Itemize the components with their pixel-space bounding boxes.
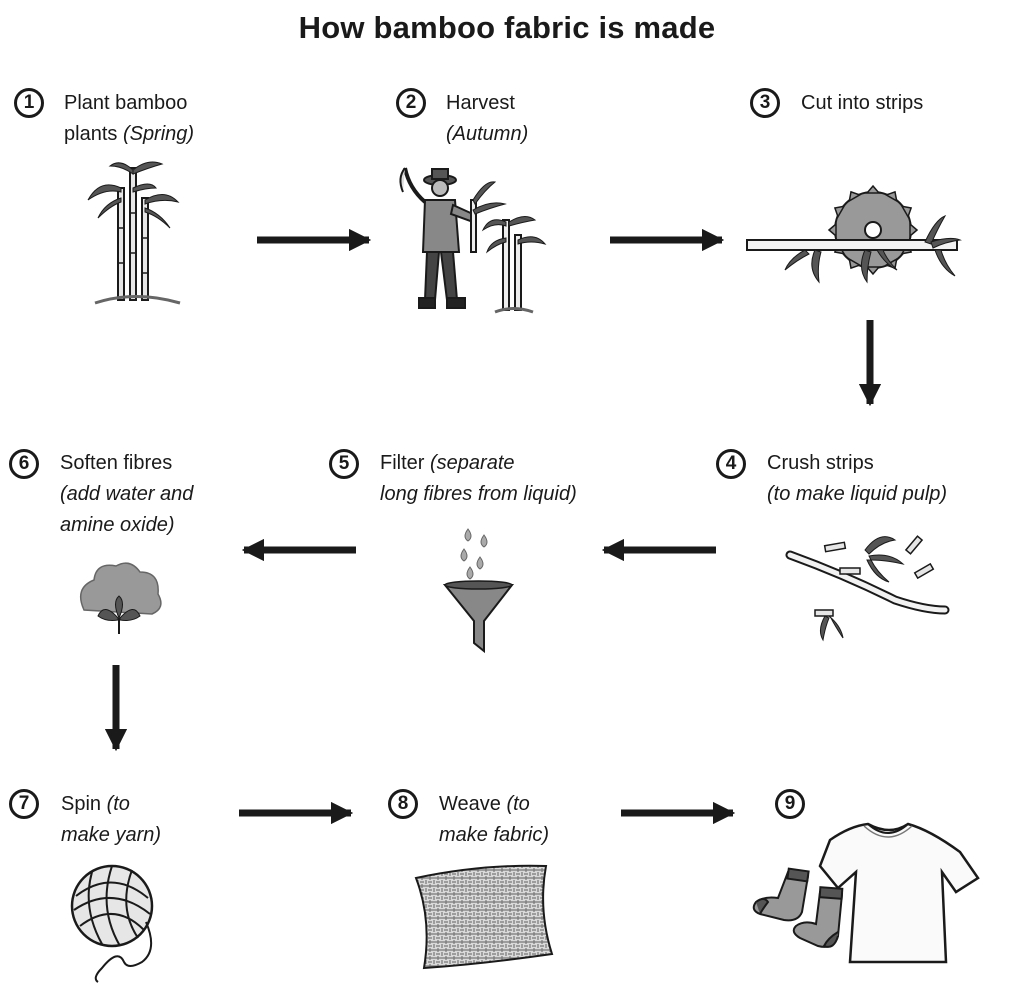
step-3-line1: Cut into strips	[801, 92, 924, 114]
step-2-line1: Harvest	[446, 92, 515, 114]
step-1-line2-plain: plants	[64, 123, 123, 145]
step-label-1: Plant bamboo plants (Spring)	[64, 88, 194, 150]
step-label-4: Crush strips (to make liquid pulp)	[767, 448, 947, 510]
step-number-6: 6	[9, 449, 39, 479]
arrow-1-to-2	[257, 228, 372, 252]
arrow-2-to-3	[610, 228, 725, 252]
arrow-3-to-4	[858, 320, 882, 407]
step-4-line1: Crush strips	[767, 452, 874, 474]
step-label-2: Harvest (Autumn)	[446, 88, 528, 150]
step-4-line2-italic: (to make liquid pulp)	[767, 483, 948, 505]
step-label-5: Filter (separate long fibres from liquid…	[380, 448, 577, 510]
step-number-4: 4	[716, 449, 746, 479]
step-6-line2-italic: (add water and	[60, 483, 194, 505]
step-number-2: 2	[396, 88, 426, 118]
step-label-7: Spin (to make yarn)	[61, 789, 161, 851]
step-1-line1: Plant bamboo	[64, 92, 188, 114]
step-2-line2-italic: (Autumn)	[446, 123, 529, 145]
step-number-8: 8	[388, 789, 418, 819]
bamboo-plant-icon	[87, 161, 181, 305]
step-label-8: Weave (to make fabric)	[439, 789, 549, 851]
step-7-line1-plain: Spin	[61, 793, 107, 815]
step-8-line2-italic: make fabric)	[439, 824, 550, 846]
step-8-line1-plain: Weave	[439, 793, 507, 815]
arrow-7-to-8	[239, 801, 354, 825]
step-number-7: 7	[9, 789, 39, 819]
step-number-1: 1	[14, 88, 44, 118]
step-1-line2-italic: (Spring)	[122, 123, 195, 145]
step-number-3: 3	[750, 88, 780, 118]
step-number-9: 9	[775, 789, 805, 819]
step-7-line2-italic: make yarn)	[61, 824, 162, 846]
arrow-4-to-5	[601, 538, 716, 562]
step-5-line1-plain: Filter	[380, 452, 430, 474]
step-number-5: 5	[329, 449, 359, 479]
step-8-line1-italic: (to	[506, 793, 530, 815]
step-6-line1: Soften fibres	[60, 452, 173, 474]
yarn-ball-icon	[70, 864, 154, 983]
step-label-3: Cut into strips	[801, 88, 923, 119]
step-5-line1-italic: (separate	[430, 452, 515, 474]
arrow-5-to-6	[241, 538, 356, 562]
arrow-8-to-9	[621, 801, 736, 825]
circular-saw-icon	[746, 184, 962, 284]
step-7-line1-italic: (to	[106, 793, 130, 815]
step-5-line2-italic: long fibres from liquid)	[380, 483, 577, 505]
woven-fabric-icon	[414, 864, 554, 970]
cotton-flower-icon	[79, 562, 162, 634]
farmer-harvesting-icon	[399, 167, 547, 314]
step-6-line3-italic: amine oxide)	[60, 514, 175, 536]
arrow-6-to-7	[104, 665, 128, 752]
crushed-bamboo-icon	[785, 535, 950, 642]
funnel-icon	[442, 528, 515, 654]
tshirt-and-socks-icon	[752, 822, 980, 964]
step-label-6: Soften fibres (add water and amine oxide…	[60, 448, 193, 541]
diagram-title: How bamboo fabric is made	[298, 10, 716, 45]
